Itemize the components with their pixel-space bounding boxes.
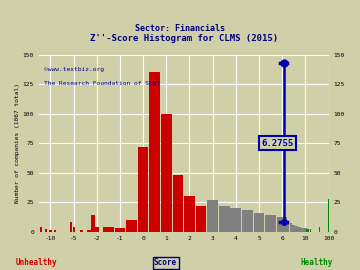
Text: 6.2755: 6.2755: [261, 139, 293, 148]
Bar: [196, 206, 206, 232]
Bar: [91, 215, 95, 232]
Bar: [70, 222, 72, 232]
Text: The Research Foundation of SUNY: The Research Foundation of SUNY: [44, 81, 160, 86]
Bar: [230, 208, 241, 232]
Bar: [172, 175, 183, 232]
Bar: [298, 227, 301, 232]
Bar: [207, 200, 218, 232]
Bar: [242, 210, 253, 232]
Bar: [284, 220, 287, 232]
Bar: [73, 227, 75, 232]
Bar: [304, 228, 307, 232]
Bar: [54, 231, 56, 232]
Text: Sector: Financials: Sector: Financials: [135, 24, 225, 33]
Bar: [277, 218, 288, 232]
Bar: [265, 215, 276, 232]
Bar: [40, 227, 42, 232]
Text: ©www.textbiz.org: ©www.textbiz.org: [44, 67, 104, 72]
Bar: [103, 227, 114, 232]
Bar: [95, 227, 99, 232]
Text: Score: Score: [154, 258, 177, 267]
Bar: [219, 206, 230, 232]
Bar: [292, 225, 295, 232]
Bar: [114, 228, 125, 232]
Bar: [289, 223, 292, 232]
Title: Z''-Score Histogram for CLMS (2015): Z''-Score Histogram for CLMS (2015): [90, 34, 278, 43]
Bar: [80, 231, 83, 232]
Bar: [45, 229, 47, 232]
Bar: [287, 222, 289, 232]
Bar: [254, 213, 264, 232]
Text: Healthy: Healthy: [301, 258, 333, 267]
Bar: [49, 231, 51, 232]
Bar: [301, 228, 304, 232]
Bar: [138, 147, 148, 232]
Bar: [295, 226, 298, 232]
Text: Unhealthy: Unhealthy: [15, 258, 57, 267]
Bar: [149, 72, 160, 232]
Bar: [87, 231, 91, 232]
Bar: [161, 114, 172, 232]
Bar: [184, 196, 195, 232]
Bar: [126, 220, 137, 232]
Y-axis label: Number of companies (1067 total): Number of companies (1067 total): [15, 83, 20, 203]
